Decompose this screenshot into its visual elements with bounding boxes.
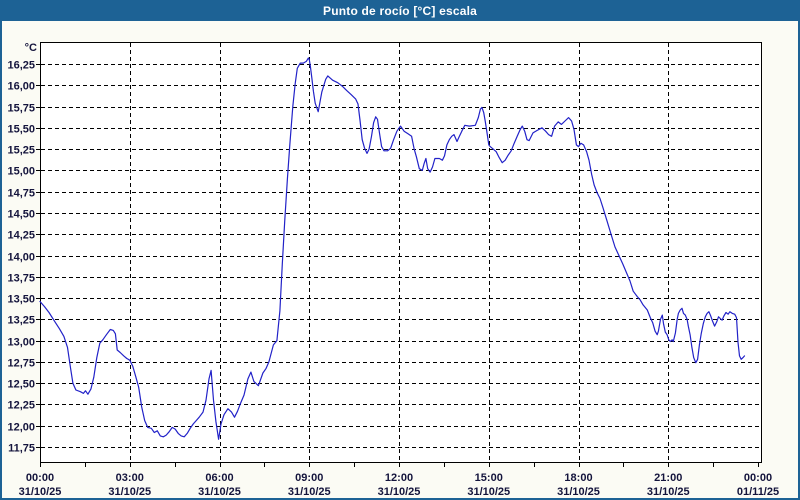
x-tick-time-label: 21:00 (654, 472, 682, 484)
y-tick-label: 14,75 (7, 188, 35, 200)
x-tick-time-label: 09:00 (295, 472, 323, 484)
y-tick-label: 11,75 (8, 443, 35, 455)
y-axis-unit-label: °C (25, 42, 37, 54)
y-tick-label: 15,00 (7, 166, 35, 178)
x-tick-date-label: 31/10/25 (19, 486, 62, 498)
y-tick-label: 14,00 (7, 252, 35, 264)
x-tick-date-label: 31/10/25 (378, 486, 421, 498)
x-tick-date-label: 31/10/25 (198, 486, 241, 498)
x-tick-time-label: 12:00 (385, 472, 413, 484)
y-tick-label: 14,25 (7, 230, 35, 242)
y-tick-label: 13,00 (7, 337, 35, 349)
x-tick-date-label: 31/10/25 (467, 486, 510, 498)
x-tick-date-label: 31/10/25 (557, 486, 600, 498)
x-tick-time-label: 18:00 (564, 472, 592, 484)
x-tick-time-label: 15:00 (475, 472, 503, 484)
y-tick-label: 12,00 (7, 422, 35, 434)
x-tick-date-label: 31/10/25 (288, 486, 331, 498)
data-line-dew-point (39, 57, 746, 440)
plot-area (40, 42, 762, 463)
x-tick-time-label: 06:00 (205, 472, 233, 484)
x-tick-time-label: 00:00 (26, 472, 54, 484)
title-bar: Punto de rocío [°C] escala (0, 0, 800, 21)
y-tick-label: 12,25 (7, 400, 35, 412)
x-tick-time-label: 00:00 (744, 472, 772, 484)
y-tick-label: 15,75 (7, 103, 35, 115)
y-tick-label: 16,00 (7, 81, 35, 93)
x-tick-date-label: 31/10/25 (108, 486, 151, 498)
y-tick-label: 16,25 (7, 60, 35, 72)
y-tick-label: 12,75 (7, 358, 35, 370)
y-tick-label: 13,50 (7, 294, 35, 306)
y-tick-label: 15,50 (7, 124, 35, 136)
x-tick-date-label: 31/10/25 (647, 486, 690, 498)
y-tick-label: 15,25 (7, 145, 35, 157)
x-tick-time-label: 03:00 (116, 472, 144, 484)
x-tick-date-label: 01/11/25 (737, 486, 779, 498)
y-tick-label: 12,50 (7, 379, 35, 391)
y-tick-label: 13,25 (7, 315, 35, 327)
chart-title: Punto de rocío [°C] escala (322, 3, 478, 18)
y-tick-label: 13,75 (7, 273, 35, 285)
y-tick-label: 14,50 (7, 209, 35, 221)
